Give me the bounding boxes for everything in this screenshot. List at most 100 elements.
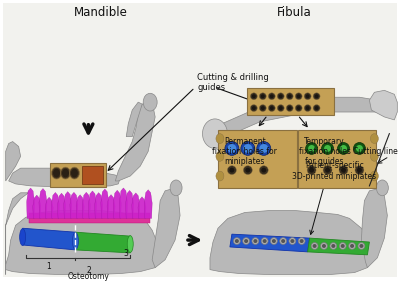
Ellipse shape — [60, 167, 70, 179]
Ellipse shape — [216, 151, 224, 161]
Ellipse shape — [360, 244, 364, 248]
Ellipse shape — [306, 94, 310, 98]
Polygon shape — [370, 90, 397, 120]
Ellipse shape — [309, 168, 314, 173]
Polygon shape — [9, 168, 120, 187]
Ellipse shape — [252, 106, 256, 110]
Ellipse shape — [330, 243, 337, 249]
Ellipse shape — [370, 134, 378, 143]
Polygon shape — [82, 195, 90, 218]
Ellipse shape — [306, 106, 310, 110]
Ellipse shape — [338, 143, 350, 154]
FancyBboxPatch shape — [50, 163, 106, 187]
Text: 1: 1 — [46, 262, 51, 271]
Polygon shape — [115, 102, 155, 181]
Ellipse shape — [250, 105, 257, 112]
Polygon shape — [126, 197, 134, 218]
Ellipse shape — [298, 238, 305, 245]
Ellipse shape — [235, 239, 239, 243]
Ellipse shape — [261, 94, 265, 98]
Ellipse shape — [322, 244, 326, 248]
Polygon shape — [152, 189, 180, 268]
Ellipse shape — [72, 233, 78, 249]
Ellipse shape — [320, 243, 328, 249]
Ellipse shape — [288, 106, 292, 110]
Ellipse shape — [253, 239, 257, 243]
Polygon shape — [95, 188, 103, 218]
Text: Osteotomy: Osteotomy — [68, 272, 109, 280]
Ellipse shape — [311, 243, 318, 249]
Ellipse shape — [297, 94, 301, 98]
Polygon shape — [64, 192, 72, 218]
Ellipse shape — [313, 105, 320, 112]
Ellipse shape — [270, 106, 274, 110]
Ellipse shape — [259, 166, 268, 175]
Ellipse shape — [325, 168, 330, 173]
Ellipse shape — [268, 105, 275, 112]
Polygon shape — [88, 197, 96, 218]
Ellipse shape — [70, 167, 80, 179]
Ellipse shape — [261, 238, 268, 245]
Text: Cutting & drilling
guides: Cutting & drilling guides — [197, 73, 269, 92]
Ellipse shape — [243, 166, 252, 175]
Ellipse shape — [143, 93, 157, 111]
Ellipse shape — [228, 144, 236, 153]
Ellipse shape — [339, 166, 348, 175]
Ellipse shape — [272, 239, 276, 243]
Ellipse shape — [370, 151, 378, 161]
Ellipse shape — [202, 119, 228, 149]
Ellipse shape — [225, 142, 239, 155]
Polygon shape — [120, 191, 128, 218]
Ellipse shape — [376, 180, 388, 196]
Ellipse shape — [286, 93, 293, 100]
Polygon shape — [230, 234, 310, 252]
Polygon shape — [132, 197, 140, 218]
Ellipse shape — [289, 238, 296, 245]
Ellipse shape — [277, 93, 284, 100]
Polygon shape — [6, 211, 160, 275]
Ellipse shape — [356, 145, 363, 152]
Ellipse shape — [313, 244, 316, 248]
Ellipse shape — [300, 239, 304, 243]
Text: Fibula: Fibula — [277, 6, 312, 19]
Polygon shape — [45, 190, 53, 218]
Ellipse shape — [295, 105, 302, 112]
Ellipse shape — [341, 244, 345, 248]
FancyBboxPatch shape — [247, 88, 334, 115]
Polygon shape — [51, 191, 59, 218]
Ellipse shape — [263, 239, 267, 243]
Ellipse shape — [53, 169, 60, 177]
Ellipse shape — [257, 142, 271, 155]
Ellipse shape — [71, 169, 78, 177]
Ellipse shape — [228, 166, 236, 175]
Ellipse shape — [286, 105, 293, 112]
Ellipse shape — [304, 105, 311, 112]
Ellipse shape — [233, 238, 240, 245]
Ellipse shape — [340, 145, 347, 152]
Ellipse shape — [20, 229, 26, 245]
Ellipse shape — [357, 168, 362, 173]
Polygon shape — [126, 102, 142, 137]
Ellipse shape — [279, 94, 283, 98]
Polygon shape — [113, 194, 121, 218]
FancyBboxPatch shape — [298, 130, 376, 188]
Ellipse shape — [306, 143, 318, 154]
Ellipse shape — [259, 93, 266, 100]
Ellipse shape — [270, 238, 277, 245]
Ellipse shape — [280, 238, 287, 245]
Ellipse shape — [243, 238, 250, 245]
Ellipse shape — [313, 93, 320, 100]
Polygon shape — [101, 188, 109, 218]
Polygon shape — [39, 191, 47, 218]
Ellipse shape — [281, 239, 285, 243]
Text: Mandible: Mandible — [74, 6, 127, 19]
Ellipse shape — [250, 93, 257, 100]
Ellipse shape — [245, 168, 250, 173]
Ellipse shape — [370, 171, 378, 181]
Ellipse shape — [308, 145, 315, 152]
Ellipse shape — [324, 145, 331, 152]
Ellipse shape — [339, 243, 346, 249]
Ellipse shape — [62, 169, 69, 177]
Ellipse shape — [355, 166, 364, 175]
Ellipse shape — [322, 143, 334, 154]
